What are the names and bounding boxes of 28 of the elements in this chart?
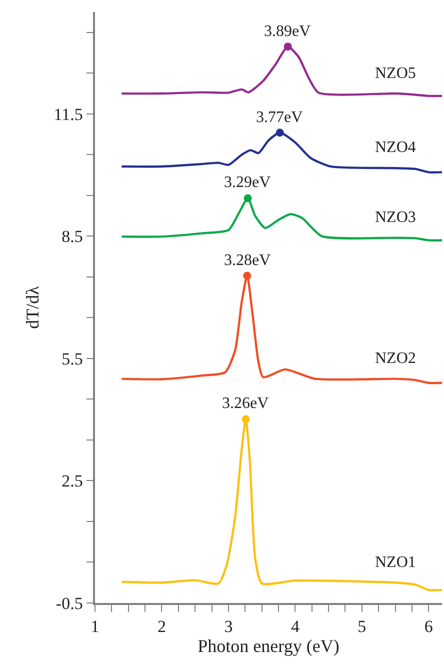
- annotation: 3.89eV: [264, 23, 312, 40]
- series-label: NZO5: [375, 65, 416, 82]
- y-tick-label: 8.5: [62, 227, 83, 246]
- series-label: NZO1: [375, 554, 416, 571]
- x-tick-label: 2: [157, 617, 166, 636]
- x-tick-label: 4: [290, 617, 300, 636]
- y-tick-label: 2.5: [62, 472, 83, 491]
- annotation: 3.29eV: [224, 174, 272, 191]
- point: [243, 272, 252, 280]
- x-tick-label: 1: [90, 617, 100, 636]
- y-tick-label: -0.5: [56, 594, 83, 613]
- series-label: NZO4: [375, 139, 416, 156]
- series-label: NZO2: [375, 350, 416, 367]
- x-tick-label: 6: [424, 617, 433, 636]
- y-tick-label: 5.5: [62, 349, 83, 368]
- point: [276, 128, 284, 137]
- point: [284, 42, 292, 51]
- x-axis-title: Photon energy (eV): [198, 636, 340, 656]
- x-tick-label: 3: [224, 617, 233, 636]
- annotation: 3.26eV: [222, 395, 270, 412]
- annotation: 3.77eV: [256, 109, 304, 126]
- series-label: NZO3: [375, 209, 416, 226]
- x-tick-label: 5: [358, 617, 366, 636]
- point: [242, 415, 250, 424]
- annotation: 3.28eV: [224, 252, 272, 269]
- y-axis-title: dT/dλ: [22, 286, 42, 329]
- y-tick-label: 11.5: [54, 104, 83, 124]
- point: [244, 194, 252, 202]
